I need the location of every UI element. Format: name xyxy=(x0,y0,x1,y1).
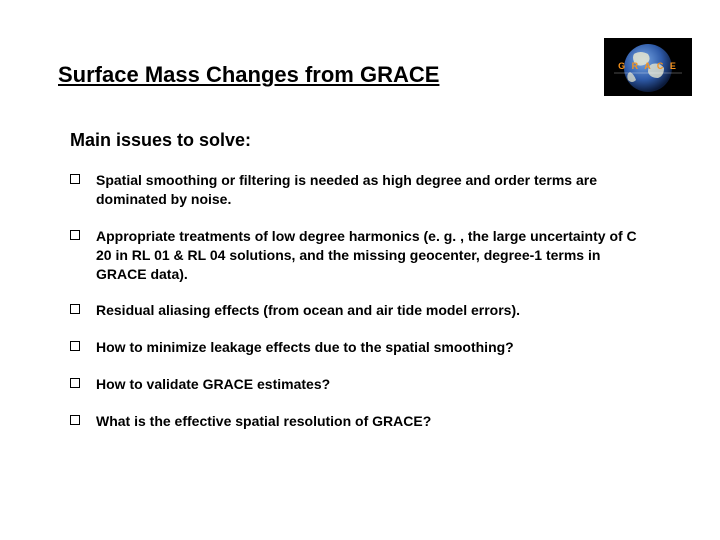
bullet-list: Spatial smoothing or filtering is needed… xyxy=(70,171,662,431)
logo-label-text: G R A C E xyxy=(618,61,678,71)
bullet-text: Residual aliasing effects (from ocean an… xyxy=(96,301,662,320)
slide: G R A C E Surface Mass Changes from GRAC… xyxy=(0,0,720,540)
bullet-text: How to minimize leakage effects due to t… xyxy=(96,338,662,357)
slide-title: Surface Mass Changes from GRACE xyxy=(58,62,662,88)
bullet-text: What is the effective spatial resolution… xyxy=(96,412,662,431)
bullet-text: Appropriate treatments of low degree har… xyxy=(96,227,662,284)
list-item: Spatial smoothing or filtering is needed… xyxy=(70,171,662,209)
square-bullet-icon xyxy=(70,174,80,184)
square-bullet-icon xyxy=(70,304,80,314)
grace-logo: G R A C E xyxy=(604,38,692,96)
list-item: How to minimize leakage effects due to t… xyxy=(70,338,662,357)
list-item: Residual aliasing effects (from ocean an… xyxy=(70,301,662,320)
square-bullet-icon xyxy=(70,378,80,388)
square-bullet-icon xyxy=(70,341,80,351)
bullet-text: Spatial smoothing or filtering is needed… xyxy=(96,171,662,209)
square-bullet-icon xyxy=(70,230,80,240)
list-item: Appropriate treatments of low degree har… xyxy=(70,227,662,284)
list-item: How to validate GRACE estimates? xyxy=(70,375,662,394)
square-bullet-icon xyxy=(70,415,80,425)
slide-subtitle: Main issues to solve: xyxy=(70,130,662,151)
bullet-text: How to validate GRACE estimates? xyxy=(96,375,662,394)
list-item: What is the effective spatial resolution… xyxy=(70,412,662,431)
